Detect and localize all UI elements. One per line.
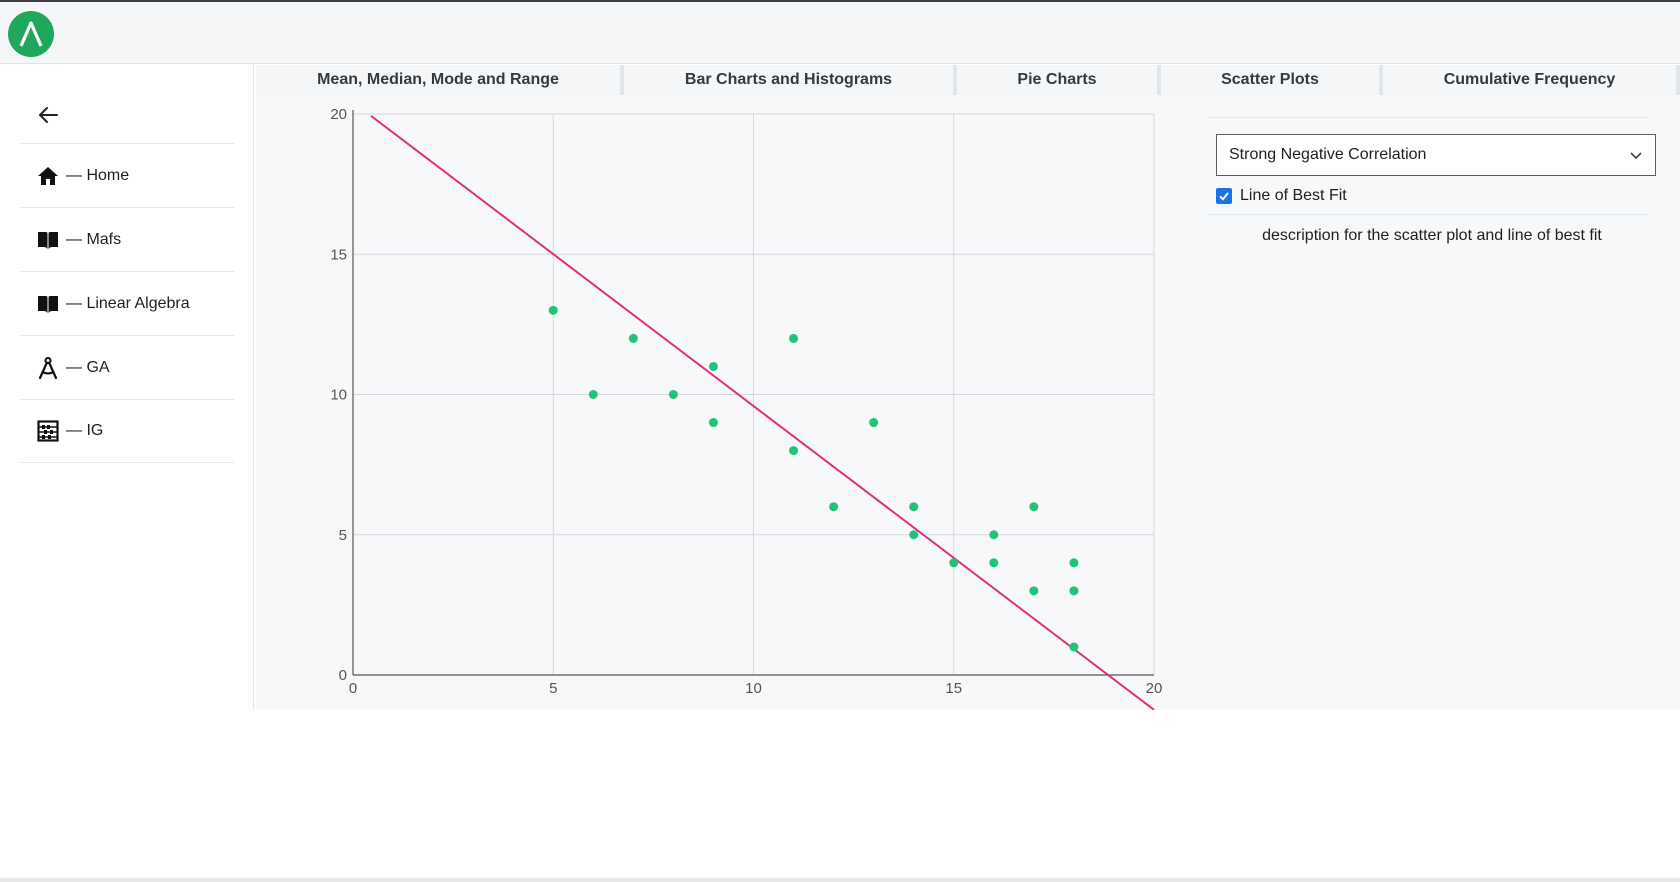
sidebar-item-label: — GA: [66, 358, 110, 376]
data-point[interactable]: [708, 361, 718, 371]
data-point[interactable]: [548, 305, 558, 315]
back-button[interactable]: [36, 103, 60, 127]
tab-cumulative-frequency[interactable]: Cumulative Frequency: [1383, 65, 1680, 95]
x-tick-label: 15: [945, 680, 962, 697]
correlation-select-value: Strong Negative Correlation: [1229, 146, 1427, 163]
correlation-select[interactable]: Strong Negative Correlation: [1216, 134, 1656, 176]
data-point[interactable]: [1069, 558, 1079, 568]
data-point[interactable]: [789, 333, 799, 343]
data-point[interactable]: [708, 418, 718, 428]
book-icon: [36, 228, 60, 252]
sidebar-nav: — Home — Mafs — Linear Algebra — GA — IG: [20, 143, 234, 463]
sidebar-item-label: — Home: [66, 166, 130, 184]
data-point[interactable]: [909, 530, 919, 540]
lambda-logo-icon: [19, 21, 43, 47]
data-point[interactable]: [949, 558, 959, 568]
abacus-icon: [36, 419, 60, 443]
divider: [1208, 214, 1648, 215]
x-tick-label: 0: [349, 680, 357, 697]
data-point[interactable]: [1029, 586, 1039, 596]
tab-bar: Mean, Median, Mode and Range Bar Charts …: [256, 65, 1680, 95]
tab-scatter-plots[interactable]: Scatter Plots: [1161, 65, 1383, 95]
x-tick-label: 10: [745, 680, 762, 697]
data-point[interactable]: [1029, 502, 1039, 512]
top-bar: [0, 0, 1680, 64]
sidebar: — Home — Mafs — Linear Algebra — GA — IG: [0, 65, 254, 710]
home-icon: [36, 164, 60, 188]
compass-icon: [36, 356, 60, 380]
line-of-best-fit: [370, 115, 1155, 710]
divider: [1208, 117, 1648, 118]
data-point[interactable]: [869, 418, 879, 428]
y-tick-label: 10: [330, 387, 347, 404]
scatter-plot[interactable]: 0 5 10 15 20 0 5 10 15 20: [256, 95, 1196, 710]
tab-pie-charts[interactable]: Pie Charts: [957, 65, 1161, 95]
data-point[interactable]: [789, 446, 799, 456]
main-content: 0 5 10 15 20 0 5 10 15 20 Strong Negative Correla…: [256, 95, 1680, 710]
line-of-best-fit-toggle[interactable]: Line of Best Fit: [1216, 184, 1648, 208]
sidebar-item-linear-algebra[interactable]: — Linear Algebra: [20, 271, 234, 335]
checkmark-icon: [1219, 192, 1229, 201]
chart-description: description for the scatter plot and lin…: [1262, 227, 1602, 244]
data-point[interactable]: [668, 390, 678, 399]
sidebar-item-mafs[interactable]: — Mafs: [20, 207, 234, 271]
sidebar-item-ga[interactable]: — GA: [20, 335, 234, 399]
sidebar-item-home[interactable]: — Home: [20, 143, 234, 207]
sidebar-item-label: — Mafs: [66, 230, 122, 248]
y-tick-label: 0: [339, 667, 347, 684]
data-point[interactable]: [1069, 642, 1079, 652]
tab-bar-charts-histograms[interactable]: Bar Charts and Histograms: [624, 65, 957, 95]
sidebar-item-ig[interactable]: — IG: [20, 399, 234, 463]
x-tick-label: 5: [549, 680, 557, 697]
data-point[interactable]: [909, 502, 919, 512]
line-of-best-fit-checkbox[interactable]: [1216, 188, 1232, 204]
sidebar-item-label: — Linear Algebra: [66, 294, 190, 312]
controls-panel: Strong Negative Correlation Line of Best…: [1208, 117, 1656, 245]
x-tick-label: 20: [1146, 680, 1163, 697]
chevron-down-icon: [1630, 152, 1642, 160]
app-logo[interactable]: [8, 11, 54, 57]
data-point[interactable]: [628, 333, 638, 343]
data-point[interactable]: [989, 558, 999, 568]
data-point[interactable]: [588, 390, 598, 399]
line-of-best-fit-label: Line of Best Fit: [1240, 187, 1347, 204]
y-tick-label: 20: [330, 106, 347, 123]
book-icon: [36, 292, 60, 316]
sidebar-item-label: — IG: [66, 422, 104, 439]
bottom-border: [0, 878, 1680, 882]
arrow-left-icon: [39, 107, 58, 123]
tab-mean-median-mode-range[interactable]: Mean, Median, Mode and Range: [256, 65, 624, 95]
y-tick-label: 15: [330, 246, 347, 263]
data-point[interactable]: [829, 502, 839, 512]
data-point[interactable]: [989, 530, 999, 540]
data-point[interactable]: [1069, 586, 1079, 596]
y-tick-label: 5: [339, 527, 347, 544]
